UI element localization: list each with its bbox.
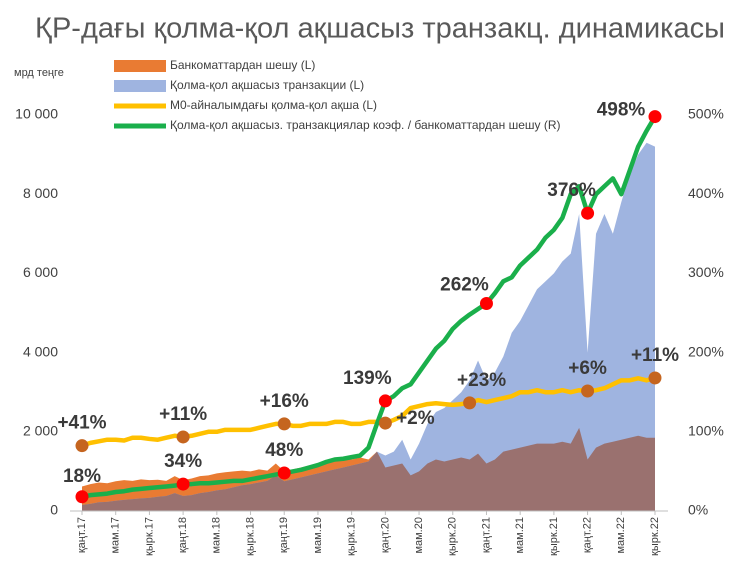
point-label: 262%	[440, 275, 489, 296]
point-label: +41%	[57, 413, 106, 434]
point-marker	[176, 477, 190, 491]
point-label: 139%	[343, 368, 392, 389]
point-marker	[581, 206, 595, 220]
chart-title: ҚР-дағы қолма-қол ақшасыз транзакц. дина…	[35, 13, 725, 45]
point-label: +11%	[159, 404, 207, 425]
point-marker	[479, 296, 493, 310]
x-tick-label: мам.19	[312, 517, 324, 554]
overlap-area	[82, 427, 655, 511]
x-tick-label: мам.17	[110, 517, 122, 554]
legend-label: Банкоматтардан шешу (L)	[170, 58, 315, 72]
legend-label: М0-айналымдағы қолма-қол ақша (L)	[170, 98, 377, 112]
point-marker	[75, 439, 89, 453]
point-label: +6%	[568, 358, 607, 379]
point-label: +2%	[396, 408, 435, 429]
y2-tick-label: 0%	[688, 502, 708, 518]
x-tick-label: қырк.17	[143, 517, 155, 556]
x-tick-label: мам.21	[514, 517, 526, 554]
point-label: 18%	[63, 466, 101, 487]
y-tick-label: 0	[50, 502, 58, 518]
point-marker	[378, 416, 392, 430]
x-tick-label: қырк.18	[244, 517, 256, 556]
y-tick-label: 10 000	[15, 106, 58, 122]
point-label: 48%	[265, 440, 303, 461]
point-label: 376%	[547, 180, 596, 201]
x-tick-label: қаңт.18	[177, 517, 189, 553]
y-tick-label: 8 000	[23, 185, 58, 201]
point-marker	[277, 417, 291, 431]
y-axis-label: мрд теңге	[14, 67, 64, 79]
point-marker	[648, 371, 662, 385]
x-tick-label: қырк.20	[447, 517, 459, 556]
point-marker	[378, 394, 392, 408]
legend-swatch	[114, 80, 166, 92]
y-tick-label: 6 000	[23, 264, 58, 280]
legend-label: Қолма-қол ақшасыз. транзакциялар коэф. /…	[170, 118, 561, 132]
legend-label: Қолма-қол ақшасыз транзакции (L)	[170, 78, 364, 92]
x-tick-label: қаңт.21	[480, 517, 492, 553]
point-marker	[648, 110, 662, 124]
x-tick-label: қаңт.19	[278, 517, 290, 553]
y-tick-label: 4 000	[23, 343, 58, 359]
point-marker	[581, 384, 595, 398]
x-tick-label: қаңт.22	[581, 517, 593, 553]
point-label: +11%	[631, 345, 679, 366]
point-marker	[463, 396, 477, 410]
area	[82, 142, 655, 511]
y2-tick-label: 300%	[688, 264, 724, 280]
y2-tick-label: 200%	[688, 343, 724, 359]
areas	[82, 142, 655, 511]
point-marker	[277, 466, 291, 480]
point-marker	[75, 490, 89, 504]
x-tick-label: мам.20	[413, 517, 425, 554]
point-label: +23%	[457, 370, 506, 391]
x-tick-label: қаңт.20	[379, 517, 391, 553]
y2-tick-label: 400%	[688, 185, 724, 201]
point-label: 34%	[164, 451, 202, 472]
legend-swatch	[114, 60, 166, 72]
point-label: 498%	[597, 100, 646, 121]
point-label: +16%	[260, 391, 309, 412]
y2-tick-label: 100%	[688, 423, 724, 439]
point-marker	[176, 430, 190, 444]
x-tick-label: қырк.19	[346, 517, 358, 556]
x-tick-label: қырк.22	[649, 517, 661, 556]
x-tick-label: қырк.21	[548, 517, 560, 556]
x-tick-label: мам.18	[211, 517, 223, 554]
x-tick-label: мам.22	[615, 517, 627, 554]
x-tick-label: қаңт.17	[76, 517, 88, 553]
y-tick-label: 2 000	[23, 423, 58, 439]
y2-tick-label: 500%	[688, 106, 724, 122]
